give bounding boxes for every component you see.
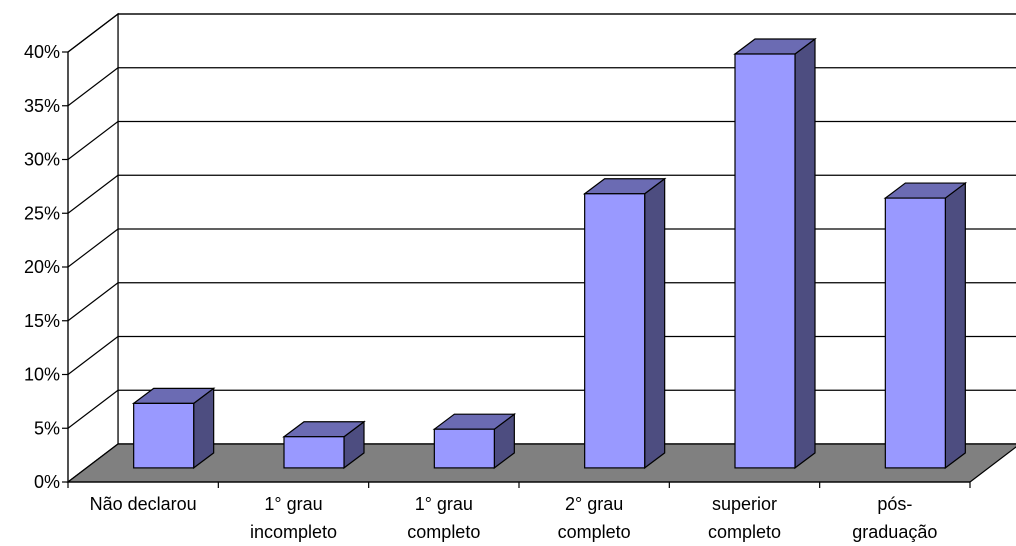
axes [62,51,971,488]
x-tick-labels: Não declarou 1° grau incompleto 1° grau comp… [90,494,938,542]
x-tick-label-line: completo [558,522,631,542]
x-tick-label: pós-graduação [852,494,937,542]
bar-front [283,436,345,469]
gridline [67,228,1016,268]
x-tick-label-line: superior [712,494,777,514]
x-tick-label-line: incompleto [250,522,337,542]
bar [733,37,817,470]
y-tick-label: 40% [24,42,60,62]
bar [883,181,968,470]
y-tick-label: 20% [24,257,60,277]
y-tick-label: 30% [24,150,60,170]
bar-front [584,193,646,469]
gridline [67,13,1016,53]
gridline [67,389,1016,429]
x-tick-label-line: graduação [852,522,937,542]
gridline [67,282,1016,322]
bar-side [944,181,966,470]
bar-side [794,37,816,470]
x-tick-label-line: 1° grau [264,494,322,514]
x-tick-label-line: 2° grau [565,494,623,514]
y-tick-labels: 0% 5% 10% 15% 20% 25% 30% 35% 40% [24,42,60,492]
bar [282,420,366,470]
gridline [67,335,1016,375]
gridline [67,120,1016,160]
y-tick-label: 25% [24,203,60,223]
x-tick-label: 2° grau completo [558,494,631,542]
bar-front [734,53,796,469]
x-tick-label: superior completo [708,494,781,542]
bar-front [884,197,946,469]
bars [131,37,968,470]
bar [432,413,517,470]
x-tick-label-line: Não declarou [90,494,197,514]
x-tick-label: 1° grau completo [407,494,480,542]
bar-front [133,402,195,469]
bar [131,387,216,470]
x-tick-label-line: pós- [877,494,912,514]
x-tick-label: 1° grau incompleto [250,494,337,542]
y-tick-label: 15% [24,311,60,331]
bar-front [433,428,495,469]
y-tick-label: 5% [34,418,60,438]
y-tick-label: 10% [24,365,60,385]
x-tick-label-line: completo [407,522,480,542]
x-tick-label-line: 1° grau [415,494,473,514]
gridline [67,174,1016,214]
gridline [67,67,1016,107]
x-tick-label: Não declarou [90,494,197,514]
y-tick-label: 35% [24,96,60,116]
bar [582,177,667,470]
y-tick-label: 0% [34,472,60,492]
x-tick-label-line: completo [708,522,781,542]
bar-side [644,177,666,470]
